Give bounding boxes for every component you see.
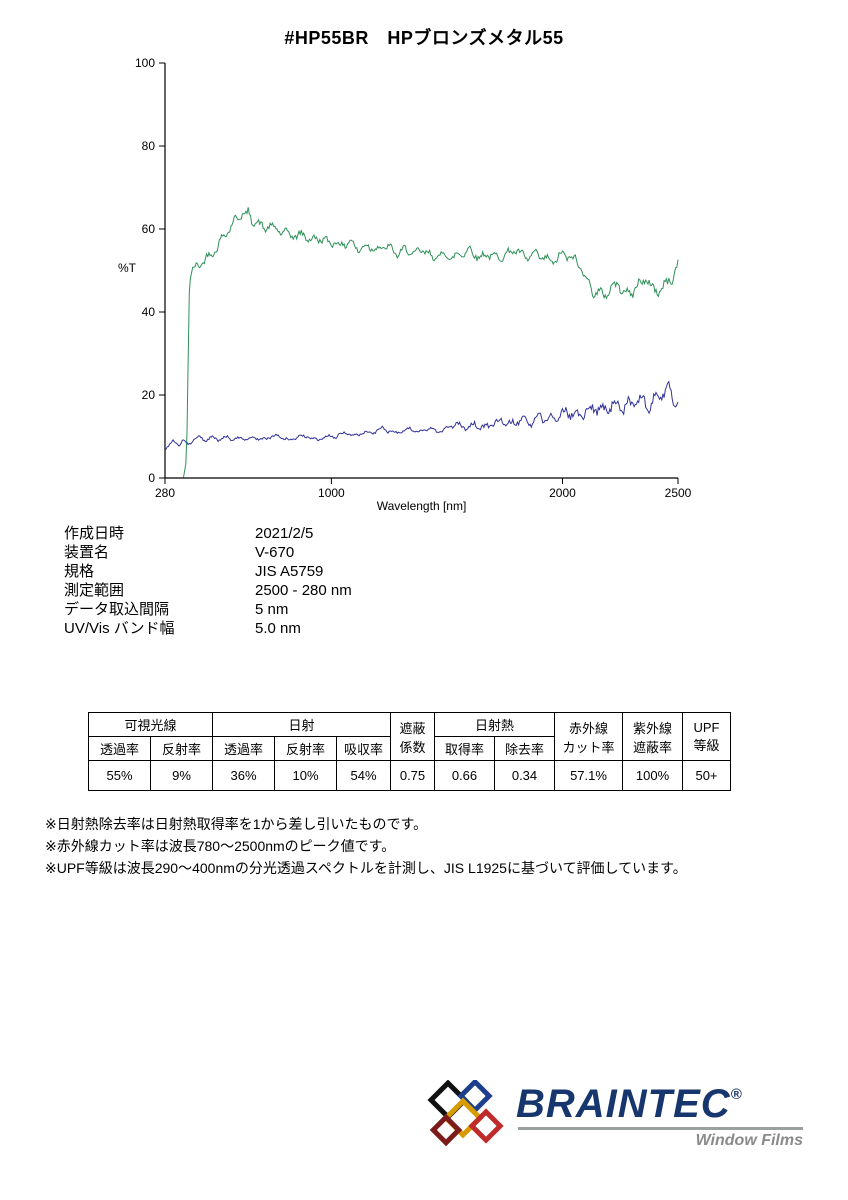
registered-mark: ® <box>730 1086 742 1103</box>
svg-text:20: 20 <box>142 388 156 402</box>
measurement-metadata: 作成日時 2021/2/5 装置名 V-670 規格 JIS A5759 測定範… <box>64 524 352 638</box>
metadata-value: 5 nm <box>255 601 289 618</box>
brand-diamonds-icon <box>427 1080 504 1147</box>
subheader-vlr: 反射率 <box>150 736 213 761</box>
brand-tagline: Window Films <box>695 1132 803 1149</box>
svg-text:Wavelength [nm]: Wavelength [nm] <box>377 499 467 513</box>
value-solar-refl: 10% <box>274 760 337 791</box>
metadata-value: 5.0 nm <box>255 620 301 637</box>
value-vlr: 9% <box>150 760 213 791</box>
brand-name-text: BRAINTEC <box>516 1082 731 1126</box>
subheader-solar-refl: 反射率 <box>274 736 337 761</box>
subheader-solar-trans: 透過率 <box>212 736 275 761</box>
subheader-solar-abs: 吸収率 <box>336 736 391 761</box>
group-upf-rating: UPF 等級 <box>682 712 731 761</box>
svg-text:1000: 1000 <box>318 486 345 500</box>
metadata-label: 装置名 <box>64 544 110 561</box>
footnote: ※赤外線カット率は波長780〜2500nmのピーク値です。 <box>45 838 396 854</box>
group-visible-light: 可視光線 <box>88 712 213 737</box>
results-table: 可視光線 日射 遮蔽 係数 日射熱 赤外線 カット率 紫外線 遮蔽率 UPF 等… <box>88 712 731 791</box>
value-uv-blocking: 100% <box>622 760 683 791</box>
subheader-vlt: 透過率 <box>88 736 151 761</box>
subheader-heat-reject: 除去率 <box>494 736 555 761</box>
value-upf-rating: 50+ <box>682 760 731 791</box>
subheader-heat-gain: 取得率 <box>434 736 495 761</box>
metadata-label: 測定範囲 <box>64 582 125 599</box>
svg-text:2500: 2500 <box>665 486 692 500</box>
metadata-value: 2500 - 280 nm <box>255 582 352 599</box>
footnote: ※UPF等級は波長290〜400nmの分光透過スペクトルを計測し、JIS L19… <box>45 860 687 876</box>
metadata-label: データ取込間隔 <box>64 601 170 618</box>
value-solar-abs: 54% <box>336 760 391 791</box>
brand-name: BRAINTEC® <box>516 1082 742 1127</box>
svg-text:2000: 2000 <box>549 486 576 500</box>
metadata-value: V-670 <box>255 544 295 561</box>
value-heat-reject: 0.34 <box>494 760 555 791</box>
spectrum-chart: 0 20 40 60 80 100 280 1000 2000 2500 %T Wavelength … <box>118 56 692 513</box>
group-infrared-cut: 赤外線 カット率 <box>554 712 623 761</box>
footnotes: ※日射熱除去率は日射熱取得率を1から差し引いたものです。 ※赤外線カット率は波長… <box>45 813 687 879</box>
value-shading-coefficient: 0.75 <box>390 760 435 791</box>
group-solar-heat: 日射熱 <box>434 712 555 737</box>
svg-text:0: 0 <box>148 471 155 485</box>
footnote: ※日射熱除去率は日射熱取得率を1から差し引いたものです。 <box>45 816 428 832</box>
metadata-row: 装置名 V-670 <box>64 543 352 562</box>
group-uv-blocking: 紫外線 遮蔽率 <box>622 712 683 761</box>
metadata-row: 規格 JIS A5759 <box>64 562 352 581</box>
metadata-label: 規格 <box>64 563 95 580</box>
metadata-label: UV/Vis バンド幅 <box>64 620 175 637</box>
metadata-row: 作成日時 2021/2/5 <box>64 524 352 543</box>
page-title: #HP55BR HPブロンズメタル55 <box>284 28 564 48</box>
svg-text:100: 100 <box>135 56 155 70</box>
svg-text:80: 80 <box>142 139 156 153</box>
svg-text:60: 60 <box>142 222 156 236</box>
value-solar-trans: 36% <box>212 760 275 791</box>
svg-text:40: 40 <box>142 305 156 319</box>
group-solar: 日射 <box>212 712 391 737</box>
brand-divider <box>518 1127 803 1130</box>
group-shading-coefficient: 遮蔽 係数 <box>390 712 435 761</box>
metadata-label: 作成日時 <box>64 525 125 542</box>
value-vlt: 55% <box>88 760 151 791</box>
metadata-row: データ取込間隔 5 nm <box>64 600 352 619</box>
svg-text:%T: %T <box>118 261 137 275</box>
metadata-value: 2021/2/5 <box>255 525 314 542</box>
value-infrared-cut: 57.1% <box>554 760 623 791</box>
metadata-row: 測定範囲 2500 - 280 nm <box>64 581 352 600</box>
metadata-value: JIS A5759 <box>255 563 324 580</box>
metadata-row: UV/Vis バンド幅 5.0 nm <box>64 619 352 638</box>
value-heat-gain: 0.66 <box>434 760 495 791</box>
svg-text:280: 280 <box>155 486 175 500</box>
